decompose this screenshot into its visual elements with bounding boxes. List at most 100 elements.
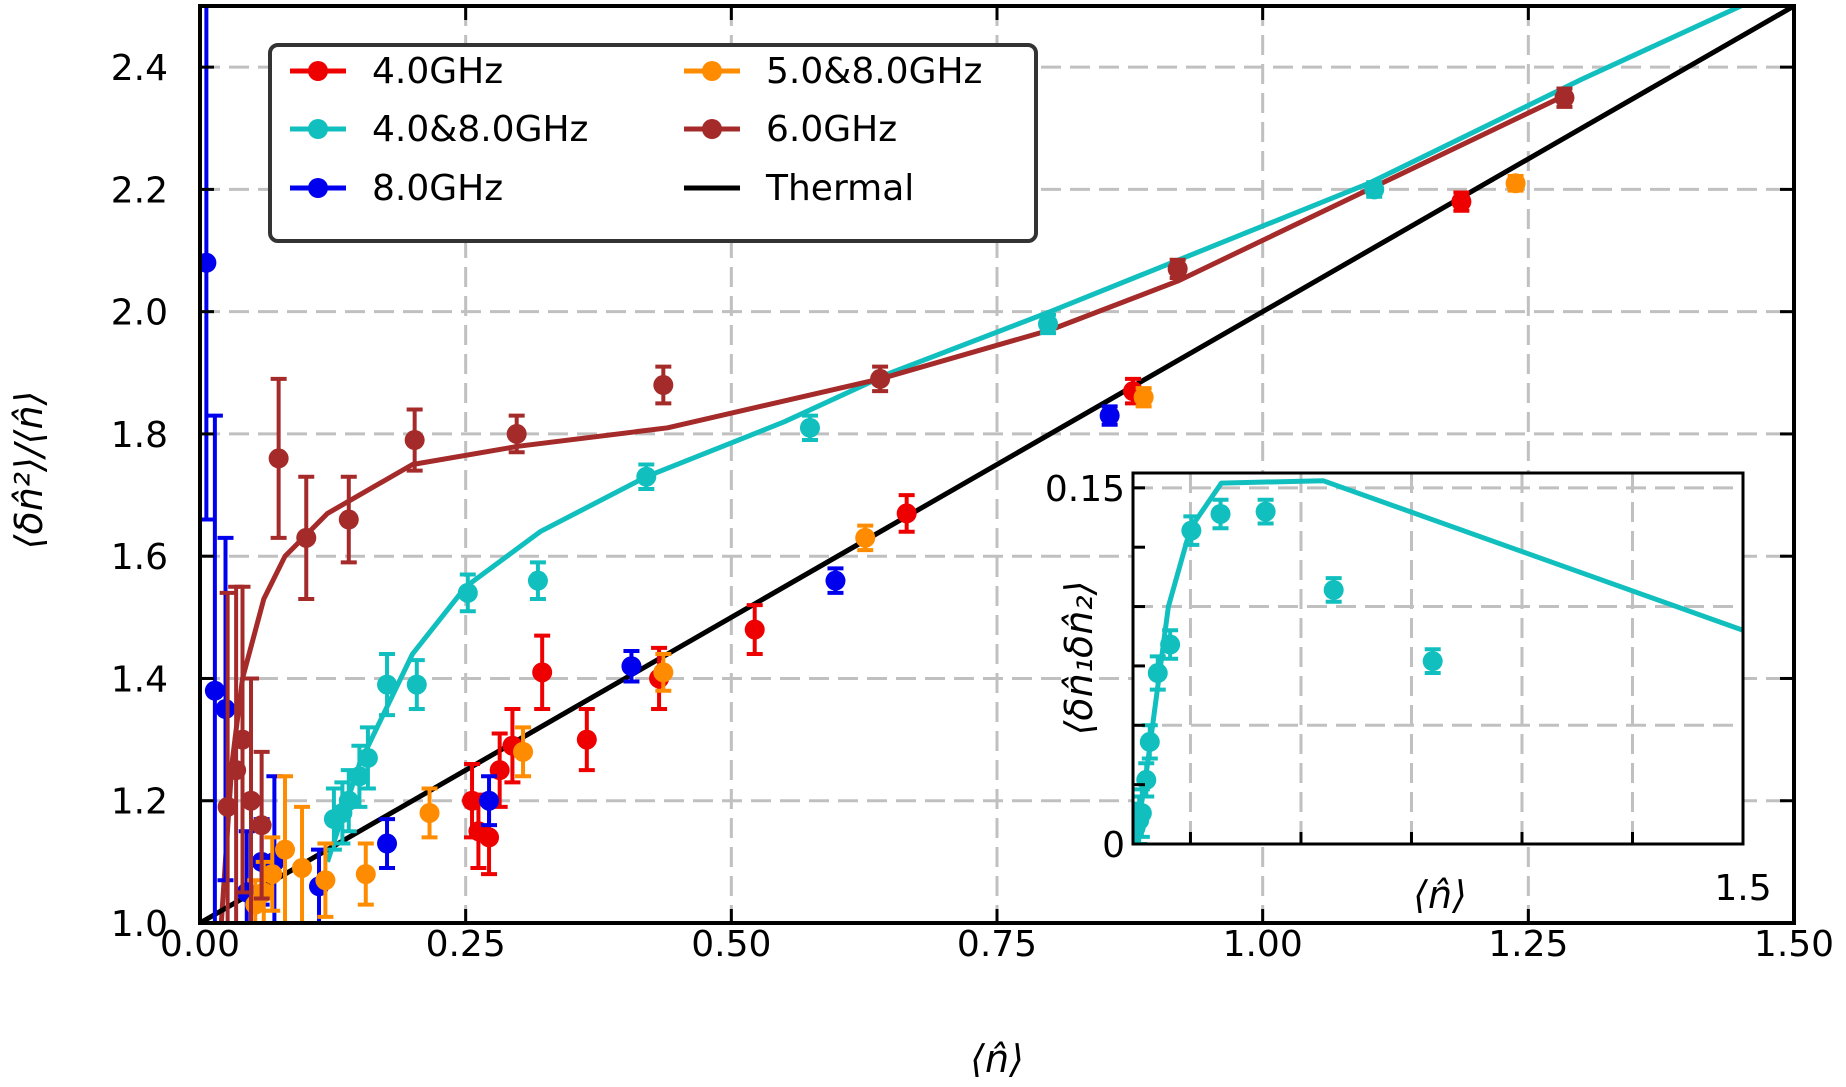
- s48-point: [406, 674, 427, 695]
- y-tick-label: 2.0: [111, 293, 168, 334]
- s4-point: [744, 619, 765, 640]
- thermal-fit-line: [200, 6, 1794, 923]
- s8-point: [479, 790, 500, 811]
- inset-chart: 0 0.15 1.5 ⟨n̂⟩ ⟨δn̂₁δn̂₂⟩: [1045, 469, 1772, 917]
- s6-fit-line: [218, 95, 1562, 923]
- s58-point: [275, 839, 296, 860]
- s58-point: [1505, 173, 1526, 194]
- y-tick-label: 1.4: [111, 659, 168, 700]
- s8-legend-label: 8.0GHz: [372, 168, 503, 209]
- s48-point: [799, 417, 820, 438]
- s6-point: [653, 375, 674, 396]
- x-tick-label: 1.50: [1754, 924, 1834, 965]
- s8-point: [621, 656, 642, 677]
- legend: 4.0GHz 4.0&8.0GHz 8.0GHz 5.0&8.0GHz 6.0GHz Th…: [268, 43, 1038, 243]
- s48-fit-line: [325, 6, 1742, 863]
- s48-point: [377, 674, 398, 695]
- s6-point: [232, 729, 253, 750]
- y-tick-label: 2.4: [111, 48, 168, 89]
- s58-point: [855, 527, 876, 548]
- x-tick-label: 0.75: [957, 924, 1037, 965]
- s8-legend-marker: [308, 178, 328, 198]
- s6-point: [404, 430, 425, 451]
- s48-point: [1136, 769, 1157, 790]
- s4-point: [896, 503, 917, 524]
- s6-point: [338, 509, 359, 530]
- s58-point: [419, 802, 440, 823]
- s6-point: [241, 790, 262, 811]
- y-tick-label: 1.0: [111, 904, 168, 945]
- main-fit-lines: [200, 6, 1794, 923]
- y-tick-label: 2.2: [111, 170, 168, 211]
- s48-point: [1181, 520, 1202, 541]
- main-data-points: [200, 6, 1575, 923]
- s4-legend-label: 4.0GHz: [372, 51, 503, 92]
- s48-point: [636, 466, 657, 487]
- s4-point: [532, 662, 553, 683]
- s48-point: [1364, 179, 1385, 200]
- s48-point: [1147, 663, 1168, 684]
- s48-point: [357, 747, 378, 768]
- inset-frame: [1131, 471, 1745, 846]
- s58-legend-label: 5.0&8.0GHz: [766, 51, 982, 92]
- s4-legend-marker: [308, 61, 328, 81]
- s48-point: [1160, 634, 1181, 655]
- s58-point: [315, 870, 336, 891]
- y-axis-label: ⟨δn̂²⟩/⟨n̂⟩: [7, 391, 51, 550]
- inset-ticks: 0 0.15 1.5: [1045, 469, 1772, 909]
- inset-y-tick-label: 0: [1102, 825, 1125, 866]
- inset-x-tick-label: 1.5: [1714, 868, 1771, 909]
- s8-point: [377, 833, 398, 854]
- s4-point: [576, 729, 597, 750]
- s58-point: [1133, 387, 1154, 408]
- s48-point: [1133, 803, 1152, 824]
- s58-legend-marker: [702, 61, 722, 81]
- s48-legend-marker: [308, 119, 328, 139]
- s48-point: [457, 582, 478, 603]
- s8-point: [825, 570, 846, 591]
- inset-grid: [1133, 473, 1743, 844]
- s6-point: [1167, 258, 1188, 279]
- s6-point: [217, 796, 238, 817]
- s48-point: [1422, 651, 1443, 672]
- s8-point: [1099, 405, 1120, 426]
- s58-point: [355, 864, 376, 885]
- y-tick-label: 1.8: [111, 415, 168, 456]
- s6-legend-label: 6.0GHz: [766, 109, 897, 150]
- s6-point: [251, 815, 272, 836]
- s6-legend-marker: [702, 119, 722, 139]
- y-tick-label: 1.6: [111, 537, 168, 578]
- s8-point: [200, 252, 217, 273]
- s48-point: [1323, 579, 1344, 600]
- s6-point: [268, 448, 289, 469]
- s6-point: [506, 423, 527, 444]
- main-ticks: 0.00 0.25 0.50 0.75 1.00 1.25 1.501.01.21.41.6…: [111, 6, 1834, 965]
- s58-point: [262, 864, 283, 885]
- s58-point: [513, 741, 534, 762]
- x-tick-label: 0.25: [426, 924, 506, 965]
- s48-point: [1139, 731, 1160, 752]
- s6-point: [296, 527, 317, 548]
- s48-point: [527, 570, 548, 591]
- x-tick-label: 0.00: [160, 924, 240, 965]
- s58-point: [292, 857, 313, 878]
- s6-point: [1554, 87, 1575, 108]
- s6-point: [870, 368, 891, 389]
- s8-point: [204, 680, 225, 701]
- x-tick-label: 0.50: [691, 924, 771, 965]
- s48-point: [1210, 503, 1231, 524]
- x-axis-label: ⟨n̂⟩: [970, 1037, 1024, 1081]
- legend-box: [268, 43, 1038, 243]
- x-tick-label: 1.25: [1488, 924, 1568, 965]
- y-tick-label: 1.2: [111, 782, 168, 823]
- inset-y-axis-label: ⟨δn̂₁δn̂₂⟩: [1057, 581, 1101, 736]
- thermal-legend-label: Thermal: [765, 168, 914, 209]
- inset-y-tick-label: 0.15: [1045, 469, 1125, 510]
- s8-point: [215, 699, 236, 720]
- s48-point: [1038, 313, 1059, 334]
- x-tick-label: 1.00: [1223, 924, 1303, 965]
- s48-point: [349, 766, 370, 787]
- s4-point: [479, 827, 500, 848]
- inset-x-axis-label: ⟨n̂⟩: [1413, 873, 1467, 917]
